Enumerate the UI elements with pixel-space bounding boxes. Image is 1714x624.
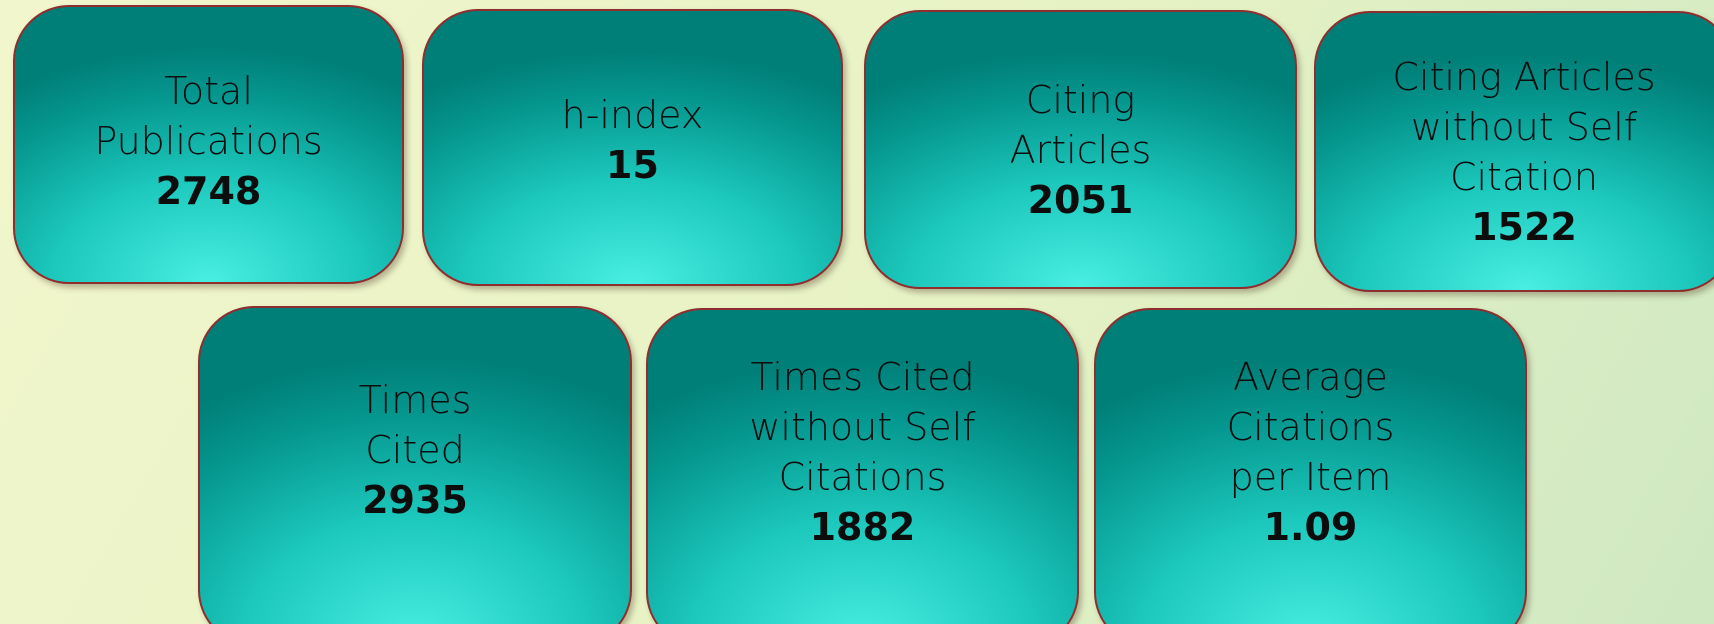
metric-label: Cited	[365, 428, 465, 472]
metric-card: Times Cited 2935	[198, 306, 632, 624]
metric-card: Average Citations per Item 1.09	[1094, 308, 1527, 624]
metric-label: Citation	[1449, 154, 1599, 199]
metric-label: without Self	[1410, 104, 1638, 149]
metric-value: 1882	[809, 505, 916, 549]
metric-card: Citing Articles without Self Citation 1522	[1314, 11, 1714, 292]
metric-value: 2935	[362, 478, 468, 522]
metric-value: 1.09	[1263, 505, 1358, 549]
metric-label: Total	[164, 68, 253, 113]
metric-value: 15	[606, 142, 659, 187]
metric-value: 2051	[1027, 177, 1134, 222]
metric-label: per Item	[1229, 455, 1392, 499]
metric-card: Total Publications 2748	[13, 5, 404, 284]
metric-label: Citations	[1226, 405, 1395, 449]
metric-label: without Self	[749, 405, 976, 449]
metric-label: Citing Articles	[1392, 54, 1656, 99]
metric-card: h-index 15	[422, 9, 843, 286]
metric-label: h-index	[561, 92, 704, 137]
metric-label: Citing	[1025, 77, 1136, 122]
metric-label: Citations	[778, 455, 947, 499]
metric-label: Average	[1233, 355, 1388, 399]
metric-card: Citing Articles 2051	[864, 10, 1297, 289]
metric-card: Times Cited without Self Citations 1882	[646, 308, 1079, 624]
metric-label: Publications	[94, 118, 323, 163]
metric-label: Times Cited	[750, 355, 975, 399]
metric-value: 2748	[155, 168, 262, 213]
metric-label: Times	[358, 378, 472, 422]
metric-value: 1522	[1471, 204, 1577, 249]
metric-label: Articles	[1009, 127, 1152, 172]
